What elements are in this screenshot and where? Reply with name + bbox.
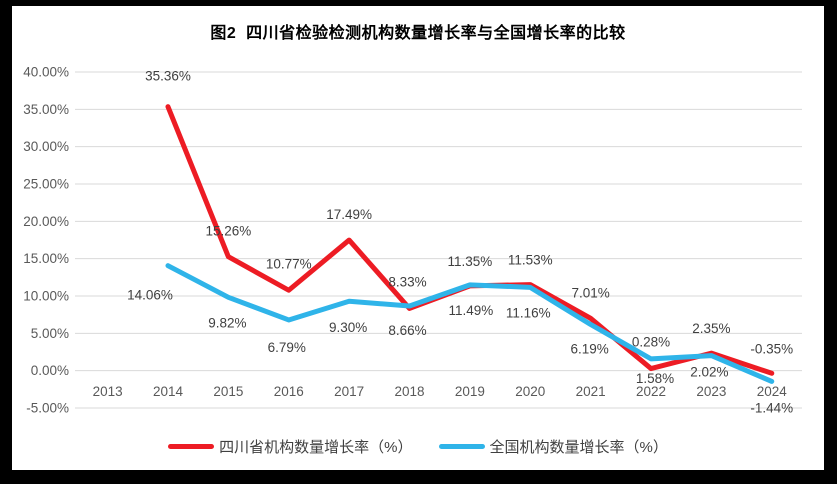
data-label: 8.66%	[388, 323, 426, 338]
data-label: 0.28%	[632, 335, 670, 350]
legend: 四川省机构数量增长率（%） 全国机构数量增长率（%）	[12, 436, 824, 457]
x-tick-label: 2023	[696, 384, 726, 399]
x-tick-label: 2013	[93, 384, 123, 399]
series-national-line	[165, 263, 775, 384]
data-label: 11.16%	[506, 305, 551, 320]
x-tick-label: 2015	[213, 384, 243, 399]
data-label: 9.82%	[208, 315, 246, 330]
x-tick-label: 2021	[576, 384, 606, 399]
x-axis-labels: 2013 2014 2015 2016 2017 2018 2019 2020 2021 2022…	[93, 384, 788, 399]
data-label: 14.06%	[127, 288, 173, 303]
data-label: -1.44%	[750, 400, 793, 415]
data-label: 11.49%	[448, 303, 493, 318]
data-label: 11.35%	[447, 254, 492, 269]
chart-svg: 40.00% 35.00% 30.00% 25.00% 20.00% 15.00% 10.0…	[23, 65, 802, 416]
y-tick-label: 40.00%	[23, 65, 69, 80]
y-tick-label: 35.00%	[23, 102, 69, 117]
data-label: 17.49%	[326, 207, 372, 222]
series-sichuan-labels: 35.36% 15.26% 10.77% 17.49% 8.33% 11.35% 11.53…	[145, 69, 793, 357]
y-tick-label: 5.00%	[31, 326, 69, 341]
data-label: 6.79%	[268, 340, 306, 355]
data-label: 15.26%	[205, 224, 251, 239]
national-series-line	[165, 263, 775, 384]
gridlines	[75, 71, 802, 409]
data-label: 11.53%	[508, 253, 553, 268]
x-tick-label: 2022	[636, 384, 666, 399]
sichuan-line-swatch-icon	[168, 444, 215, 449]
data-label: 6.19%	[570, 341, 608, 356]
legend-item-sichuan[interactable]: 四川省机构数量增长率（%）	[168, 436, 413, 457]
y-tick-label: 0.00%	[31, 363, 69, 378]
x-tick-label: 2020	[515, 384, 545, 399]
x-tick-label: 2019	[455, 384, 485, 399]
data-label: 9.30%	[329, 320, 367, 335]
data-label: 1.58%	[636, 371, 674, 386]
y-tick-label: 25.00%	[23, 177, 69, 192]
x-tick-label: 2024	[757, 384, 788, 399]
legend-label-sichuan: 四川省机构数量增长率（%）	[219, 439, 413, 456]
data-label: 2.02%	[690, 365, 728, 380]
y-tick-label: 20.00%	[23, 214, 69, 229]
y-tick-label: 30.00%	[23, 139, 69, 154]
data-label: 8.33%	[388, 274, 426, 289]
y-axis-labels: 40.00% 35.00% 30.00% 25.00% 20.00% 15.00% 10.0…	[23, 65, 69, 416]
data-label: 10.77%	[266, 256, 312, 271]
y-tick-label: 15.00%	[23, 251, 69, 266]
y-tick-label: 10.00%	[23, 289, 69, 304]
x-tick-label: 2016	[274, 384, 304, 399]
x-tick-label: 2018	[394, 384, 424, 399]
data-label: -0.35%	[750, 341, 793, 356]
data-label: 2.35%	[692, 321, 730, 336]
chart-card: 40.00% 35.00% 30.00% 25.00% 20.00% 15.00% 10.0…	[12, 6, 824, 470]
legend-label-national: 全国机构数量增长率（%）	[489, 439, 668, 456]
chart-title: 图2 四川省检验检测机构数量增长率与全国增长率的比较	[210, 25, 626, 42]
data-label: 35.36%	[145, 69, 191, 84]
legend-item-national[interactable]: 全国机构数量增长率（%）	[438, 436, 668, 457]
series-national-labels: 14.06% 9.82% 6.79% 9.30% 8.66% 11.49% 11.16% 6.…	[127, 288, 793, 416]
y-tick-label: -5.00%	[26, 401, 69, 416]
x-tick-label: 2014	[153, 384, 184, 399]
national-line-swatch-icon	[438, 444, 485, 449]
x-tick-label: 2017	[334, 384, 364, 399]
data-label: 7.01%	[571, 285, 609, 300]
